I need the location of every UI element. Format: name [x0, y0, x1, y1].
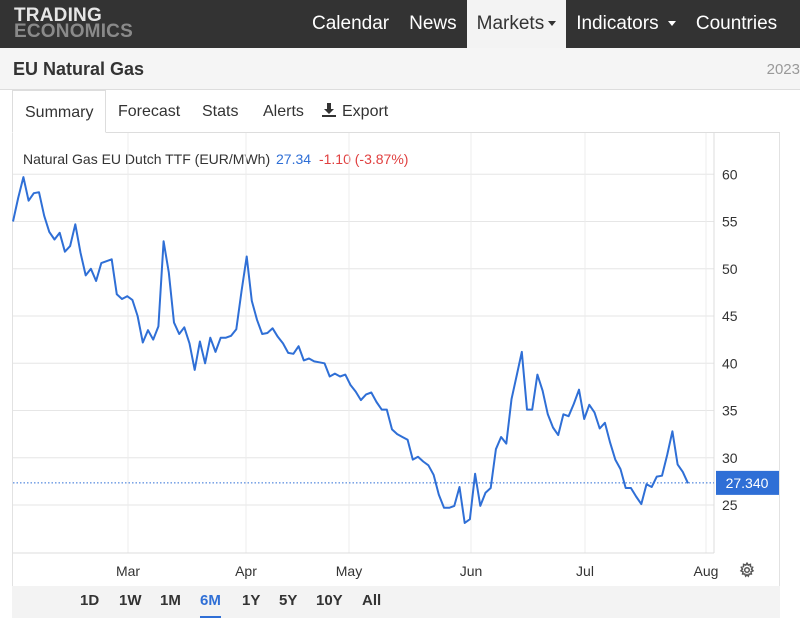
- x-tick-label: Aug: [694, 563, 719, 579]
- caret-down-icon: [548, 21, 557, 27]
- tab-export[interactable]: Export: [322, 90, 388, 133]
- brand-logo-line2: ECONOMICS: [14, 21, 133, 42]
- range-button[interactable]: 1M: [160, 592, 181, 609]
- y-tick-label: 45: [722, 308, 738, 324]
- nav-item-label: Indicators: [576, 13, 659, 34]
- last-value-badge: [716, 470, 779, 495]
- range-selector: 1D 1W 1M 6M 1Y 5Y 10Y All: [12, 586, 780, 618]
- y-tick-label: 30: [722, 450, 738, 466]
- range-button[interactable]: 1D: [80, 592, 100, 609]
- page-year: 2023: [766, 61, 800, 78]
- caret-down-icon: [667, 21, 676, 27]
- series-line: [12, 176, 689, 524]
- range-button[interactable]: All: [362, 592, 382, 609]
- x-tick-label: Jun: [460, 563, 483, 579]
- chart-tabs: Summary Forecast Stats Alerts Export: [12, 90, 780, 133]
- top-navigation-bar: TRADING ECONOMICS Calendar News Markets …: [0, 0, 800, 48]
- tab-forecast[interactable]: Forecast: [118, 90, 180, 133]
- series-name: Natural Gas EU Dutch TTF (EUR/MWh): [23, 151, 271, 167]
- y-tick-label: 60: [722, 166, 738, 182]
- y-tick-label: 25: [722, 497, 738, 513]
- y-tick-label: 40: [722, 355, 738, 371]
- tab-label: Summary: [25, 104, 94, 121]
- y-tick-label: 55: [722, 214, 738, 230]
- title-bar: EU Natural Gas 2023: [0, 48, 800, 90]
- series-price: 27.34: [276, 151, 312, 167]
- nav-item-label: Markets: [476, 13, 545, 34]
- nav-item-countries[interactable]: Countries: [686, 0, 787, 48]
- nav-item-calendar[interactable]: Calendar: [302, 0, 399, 48]
- main-nav: Calendar News Markets Indicators Countri…: [302, 0, 787, 48]
- chart-legend: Natural Gas EU Dutch TTF (EUR/MWh) 27.34…: [23, 151, 408, 167]
- nav-item-label: Calendar: [312, 13, 390, 34]
- brand-logo-line1: TRADING: [14, 5, 102, 26]
- x-tick-label: May: [336, 563, 362, 579]
- x-tick-label: Apr: [235, 563, 257, 579]
- tab-label: Alerts: [263, 103, 304, 120]
- brand-logo[interactable]: TRADING ECONOMICS: [14, 5, 133, 42]
- y-tick-label: 50: [722, 261, 738, 277]
- gear-icon[interactable]: [739, 562, 755, 578]
- tab-summary[interactable]: Summary: [12, 90, 107, 133]
- tab-label: Stats: [202, 103, 239, 120]
- tab-alerts[interactable]: Alerts: [263, 90, 304, 133]
- range-button-active[interactable]: 6M: [200, 592, 221, 618]
- tab-stats[interactable]: Stats: [202, 90, 238, 133]
- nav-item-label: News: [409, 13, 457, 34]
- nav-item-label: Countries: [695, 13, 778, 34]
- last-value-label: 27.340: [726, 475, 769, 491]
- download-icon: [322, 103, 336, 117]
- x-tick-label: Jul: [576, 563, 594, 579]
- nav-item-news[interactable]: News: [399, 0, 467, 48]
- range-button[interactable]: 1Y: [242, 592, 261, 609]
- nav-item-indicators[interactable]: Indicators: [566, 0, 686, 48]
- nav-item-markets[interactable]: Markets: [466, 0, 567, 48]
- page-title: EU Natural Gas: [13, 59, 145, 79]
- range-button[interactable]: 5Y: [279, 592, 298, 609]
- tab-label: Forecast: [118, 103, 181, 120]
- x-tick-label: Mar: [116, 563, 140, 579]
- y-tick-label: 35: [722, 403, 738, 419]
- range-button[interactable]: 1W: [119, 592, 142, 609]
- range-button[interactable]: 10Y: [316, 592, 343, 609]
- tab-label: Export: [342, 103, 389, 120]
- series-change: -1.10 (-3.87%): [318, 151, 409, 167]
